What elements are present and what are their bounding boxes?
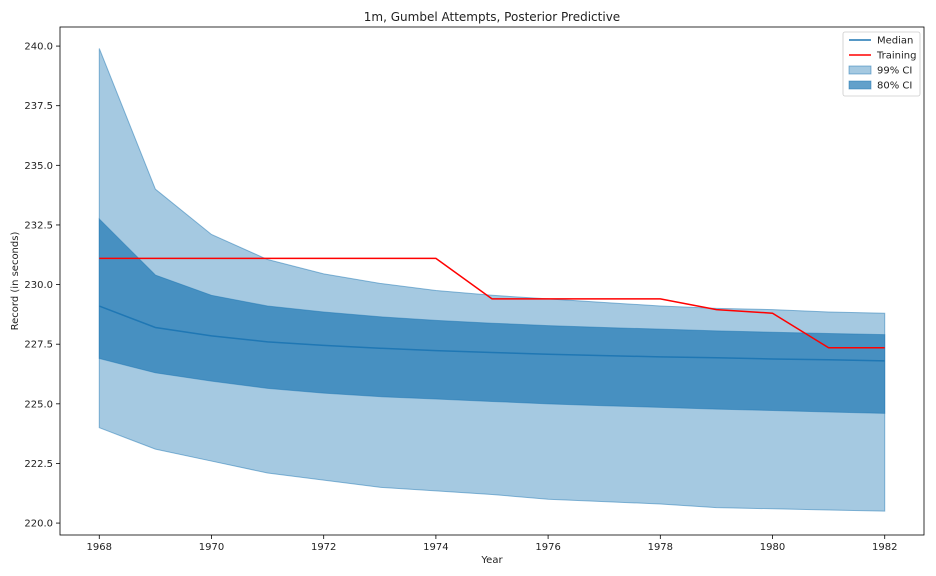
legend-label-median: Median xyxy=(877,36,913,47)
legend: Median Training 99% CI 80% CI xyxy=(842,31,921,97)
x-axis-title: Year xyxy=(480,555,503,566)
legend-label-80-ci: 80% CI xyxy=(877,81,912,92)
y-tick-label: 227.5 xyxy=(24,340,53,351)
legend-label-training: Training xyxy=(876,51,916,62)
plot-frame xyxy=(59,26,925,536)
band-80-ci xyxy=(98,217,886,414)
y-tick-label: 230.0 xyxy=(24,280,53,291)
y-tick-label: 240.0 xyxy=(24,42,53,53)
y-tick-label: 222.5 xyxy=(24,459,53,470)
y-tick-label: 225.0 xyxy=(24,399,53,410)
x-tick-label: 1972 xyxy=(311,542,336,553)
y-tick-label: 235.0 xyxy=(24,161,53,172)
plot-area xyxy=(59,26,925,536)
y-axis-title: Record (in seconds) xyxy=(10,232,21,331)
x-tick-label: 1978 xyxy=(648,542,673,553)
line-training xyxy=(99,257,885,349)
x-tick-label: 1974 xyxy=(423,542,448,553)
legend-items: Median Training 99% CI 80% CI xyxy=(848,36,916,92)
x-tick-label: 1976 xyxy=(535,542,560,553)
line-median xyxy=(99,305,885,362)
x-tick-label: 1982 xyxy=(872,542,897,553)
x-tick-label: 1968 xyxy=(87,542,112,553)
legend-label-99-ci: 99% CI xyxy=(877,66,912,77)
x-tick-label: 1980 xyxy=(760,542,785,553)
lines-layer xyxy=(99,257,885,362)
chart-title: 1m, Gumbel Attempts, Posterior Predictiv… xyxy=(364,10,620,24)
legend-swatch-99-ci xyxy=(848,65,872,75)
x-axis: 1968 1970 1972 1974 1976 1978 1980 1982 xyxy=(87,535,897,553)
y-tick-label: 237.5 xyxy=(24,101,53,112)
legend-box xyxy=(842,31,921,97)
x-tick-label: 1970 xyxy=(199,542,224,553)
legend-swatch-80-ci xyxy=(848,80,872,90)
y-tick-label: 232.5 xyxy=(24,220,53,231)
bands-layer xyxy=(98,48,886,512)
y-tick-label: 220.0 xyxy=(24,519,53,530)
band-99-ci xyxy=(98,48,886,512)
y-axis: 220.0 222.5 225.0 227.5 230.0 232.5 235.0 237.5… xyxy=(24,42,60,530)
